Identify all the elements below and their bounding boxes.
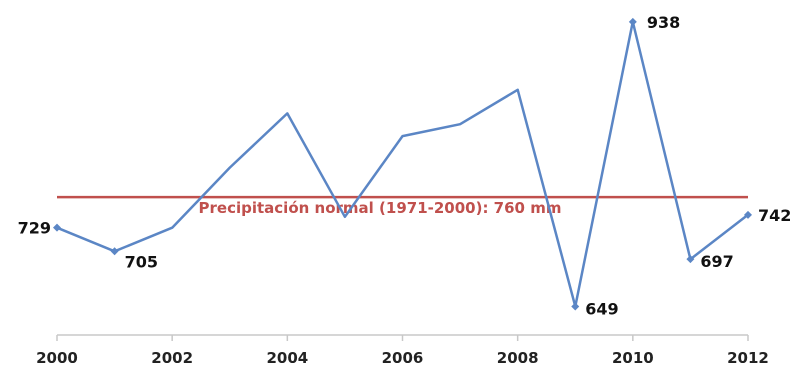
series-line (56, 20, 749, 308)
reference-line-label: Precipitación normal (1971-2000): 760 mm (199, 199, 562, 217)
data-label: 742 (758, 206, 791, 225)
data-label: 705 (125, 252, 158, 271)
x-tick-label: 2000 (36, 349, 78, 367)
data-label: 938 (647, 13, 680, 32)
data-label: 697 (700, 252, 733, 271)
x-tick-label: 2008 (497, 349, 539, 367)
x-tick-label: 2012 (727, 349, 769, 367)
x-tick-label: 2002 (151, 349, 193, 367)
data-point-marker (744, 210, 752, 219)
series-layer (53, 17, 752, 311)
axis-layer: 2000 2002 2004 2006 2008 2010 2012 (36, 334, 769, 367)
data-point-marker (571, 302, 580, 311)
label-layer: 729 705 649 938 697 742 (18, 13, 792, 319)
data-point-marker (53, 223, 61, 232)
x-tick-label: 2010 (612, 349, 654, 367)
data-point-marker (628, 17, 637, 26)
data-label: 649 (585, 299, 618, 318)
data-label: 729 (18, 219, 51, 238)
data-point-marker (110, 247, 119, 256)
x-tick-label: 2004 (266, 349, 308, 367)
reference-layer: Precipitación normal (1971-2000): 760 mm (57, 195, 748, 217)
data-point-marker (686, 255, 695, 264)
x-tick-label: 2006 (382, 349, 424, 367)
